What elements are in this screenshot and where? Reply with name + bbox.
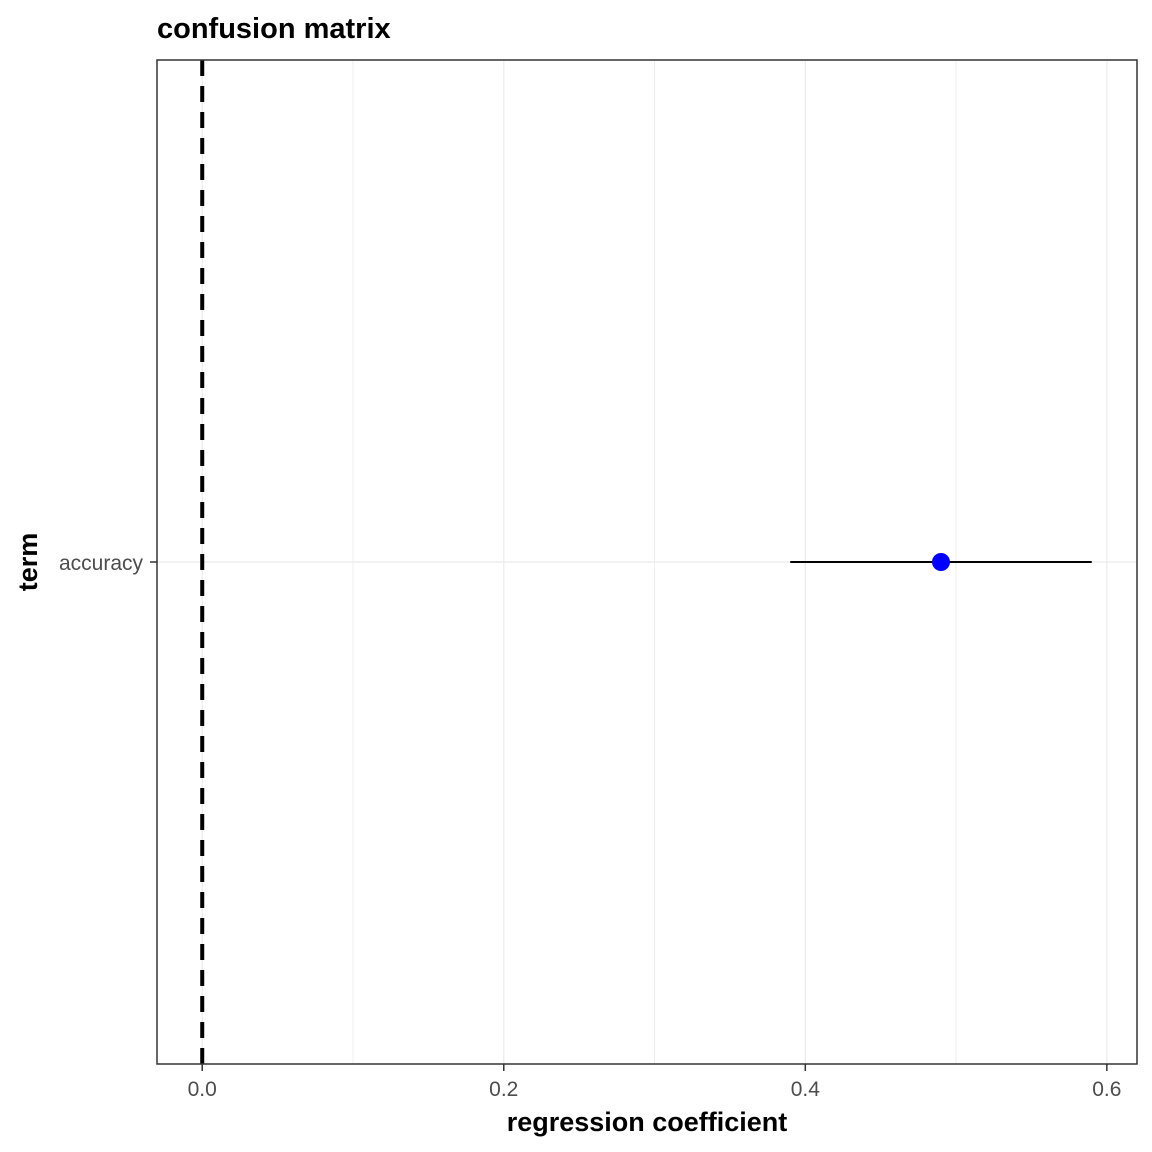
- x-tick-label: 0.4: [791, 1078, 821, 1101]
- chart-title: confusion matrix: [157, 13, 391, 45]
- estimate-point-accuracy: [932, 553, 950, 571]
- x-tick-label: 0.0: [188, 1078, 217, 1101]
- y-tick-label-accuracy: accuracy: [59, 552, 144, 575]
- x-tick-label: 0.6: [1092, 1078, 1121, 1101]
- plot-marks: [200, 60, 1092, 1064]
- y-axis-title: term: [13, 533, 43, 592]
- x-axis-title: regression coefficient: [507, 1107, 788, 1137]
- x-tick-label: 0.2: [489, 1078, 518, 1101]
- axes: 0.0 0.2 0.4 0.6 accuracy: [59, 552, 1121, 1101]
